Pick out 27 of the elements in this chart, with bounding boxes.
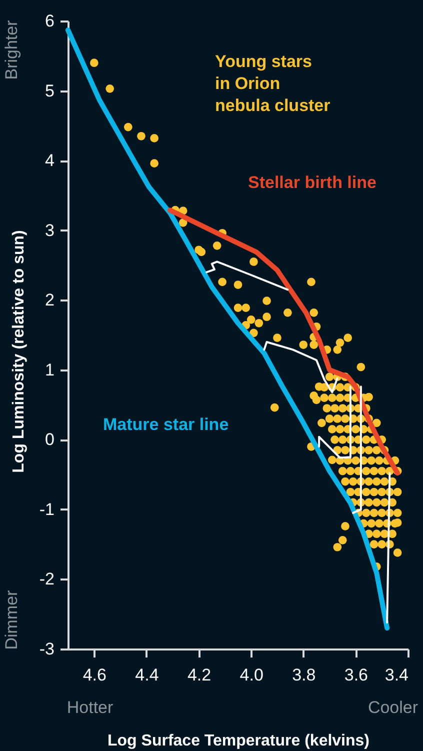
y-tick-label: 6 (45, 12, 54, 30)
x-tick-label: 3.6 (344, 666, 368, 684)
y-tick-label: 0 (45, 430, 54, 450)
y-tick-label: 4 (45, 151, 54, 170)
y-tick-label: 5 (45, 81, 54, 100)
x-tick-label: 4.6 (82, 666, 106, 684)
y-tick-label: 3 (45, 220, 54, 240)
text: Stellar birth line (248, 173, 376, 192)
x-tick-label: 3.4 (384, 666, 408, 684)
x-tick-label: 4.2 (187, 666, 212, 684)
y-tick-label: 1 (45, 360, 54, 380)
text: Mature star line (103, 415, 229, 434)
x-axis-title: Log Surface Temperature (kelvins) (108, 732, 370, 750)
y-tick-label: -3 (39, 640, 54, 658)
text: Hotter (66, 698, 114, 717)
x-tick-label: 4.0 (240, 666, 264, 684)
y-tick-label: -1 (39, 500, 54, 519)
text: Cooler (368, 698, 418, 717)
text: Dimmer (2, 590, 21, 650)
text: Brighter (2, 20, 21, 80)
y-tick-label: 2 (45, 290, 54, 310)
x-tick-label: 3.8 (292, 666, 316, 684)
text: Young stars in Orion nebula cluster (215, 52, 331, 115)
x-tick-label: 4.4 (135, 666, 159, 684)
y-axis-title: Log Luminosity (relative to sun) (10, 230, 28, 473)
y-tick-label: -2 (39, 570, 54, 589)
line-series (206, 260, 289, 291)
